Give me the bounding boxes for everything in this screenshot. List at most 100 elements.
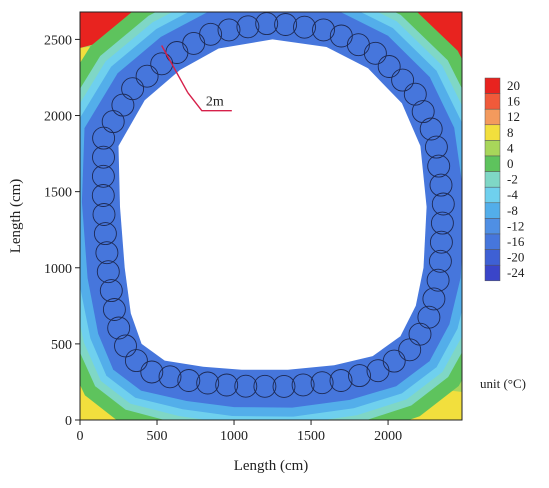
legend-swatch <box>484 249 501 266</box>
legend-swatch <box>484 186 501 204</box>
freezing-pipe <box>272 374 296 398</box>
freezing-pipe <box>431 192 455 216</box>
legend-swatch <box>484 140 501 157</box>
freezing-pipe <box>430 211 454 235</box>
x-tick-label: 1500 <box>297 429 325 444</box>
legend-label: 0 <box>507 156 514 171</box>
x-tick-label: 500 <box>147 429 168 444</box>
y-tick-label: 1000 <box>44 262 72 277</box>
legend-label: -4 <box>507 187 518 202</box>
freezing-pipe <box>114 334 137 358</box>
freezing-pipe <box>363 41 387 65</box>
y-tick-label: 2500 <box>44 33 72 48</box>
annotation-2m: 2m <box>161 45 232 112</box>
freezing-pipe <box>293 15 316 39</box>
freezing-pipe <box>348 364 371 388</box>
legend-label: -16 <box>507 234 525 249</box>
freezing-pipe <box>426 268 450 292</box>
plot-frame <box>79 11 463 421</box>
legend-label: -20 <box>507 250 524 265</box>
freezing-pipe <box>429 173 453 197</box>
freezing-pipe <box>427 154 451 178</box>
x-tick-label: 0 <box>77 429 84 444</box>
freezing-pipe <box>177 369 201 392</box>
freezing-pipe <box>158 365 182 389</box>
legend-swatch <box>484 93 501 110</box>
freezing-pipe <box>253 374 277 398</box>
freezing-pipe <box>150 52 174 76</box>
legend-label: 20 <box>507 78 520 93</box>
freezing-pipe <box>124 349 148 373</box>
freezing-pipe <box>99 279 123 303</box>
legend-swatch <box>484 108 501 126</box>
freezing-pipe <box>382 349 406 373</box>
frozen-bands <box>80 12 462 420</box>
freezing-pipe <box>312 18 335 42</box>
freezing-pipe <box>236 15 260 39</box>
freezing-pipe <box>217 18 241 42</box>
annotation-label: 2m <box>206 95 224 110</box>
freezing-pipe <box>135 64 159 88</box>
freezing-pipe <box>419 117 443 141</box>
freezing-pipe <box>255 12 279 36</box>
legend-label: 8 <box>507 125 514 140</box>
legend-label: -2 <box>507 172 518 187</box>
freezing-pipe <box>92 145 115 169</box>
y-tick-label: 2000 <box>44 110 72 125</box>
legend-swatch <box>484 264 501 282</box>
legend-label: 4 <box>507 140 514 155</box>
legend-label: 16 <box>507 94 521 109</box>
y-tick-label: 500 <box>51 338 72 353</box>
freezing-pipe <box>107 316 131 340</box>
y-tick-label: 1500 <box>44 186 72 201</box>
legend-label: -12 <box>507 218 524 233</box>
legend-swatch <box>484 77 501 94</box>
x-tick-label: 1000 <box>220 429 248 444</box>
legend-swatch <box>484 218 501 235</box>
legend-label: -24 <box>507 265 525 280</box>
excavation-opening <box>118 39 427 370</box>
freezing-pipe <box>274 13 298 36</box>
freezing-pipe <box>91 164 115 188</box>
freezing-pipe <box>91 184 115 207</box>
annotation-leader <box>187 92 232 112</box>
y-axis: 0 500 1000 1500 2000 2500 <box>44 33 80 429</box>
legend-swatch <box>484 124 501 141</box>
y-tick-label: 0 <box>65 414 72 429</box>
unit-label: unit (°C) <box>480 376 526 391</box>
legend-swatch <box>484 155 501 172</box>
annotation-arrow <box>161 45 189 94</box>
legend-swatch <box>484 233 501 250</box>
freezing-pipe <box>196 371 220 395</box>
freezing-pipe <box>215 373 239 397</box>
x-tick-label: 2000 <box>374 429 402 444</box>
freezing-pipe <box>429 230 453 254</box>
freezing-pipe <box>422 287 446 311</box>
freezing-pipe <box>428 249 452 273</box>
freezing-pipe <box>329 24 353 48</box>
freezing-pipe <box>93 222 117 246</box>
freezing-pipe <box>403 82 427 106</box>
legend-swatch <box>484 202 501 219</box>
freezing-pipe <box>417 305 441 329</box>
freezing-pipe <box>96 260 120 284</box>
freezing-pipe <box>140 360 164 384</box>
freezing-pipe <box>234 374 258 398</box>
freezing-pipe <box>95 241 119 265</box>
legend-label: 12 <box>507 109 520 124</box>
freezing-pipe <box>92 203 116 226</box>
freezing-pipe <box>329 369 353 392</box>
legend-label: -8 <box>507 203 518 218</box>
freezing-pipe <box>391 68 415 92</box>
freezing-pipe <box>377 55 401 78</box>
x-axis-label: Length (cm) <box>234 458 309 474</box>
freezing-pipes <box>91 12 455 398</box>
freezing-pipe <box>310 371 334 395</box>
legend-swatch <box>484 171 501 188</box>
freezing-pipe <box>424 135 448 159</box>
freezing-pipe <box>102 298 126 321</box>
freezing-pipe <box>291 373 315 397</box>
x-axis: 0 500 1000 1500 2000 <box>77 420 402 444</box>
